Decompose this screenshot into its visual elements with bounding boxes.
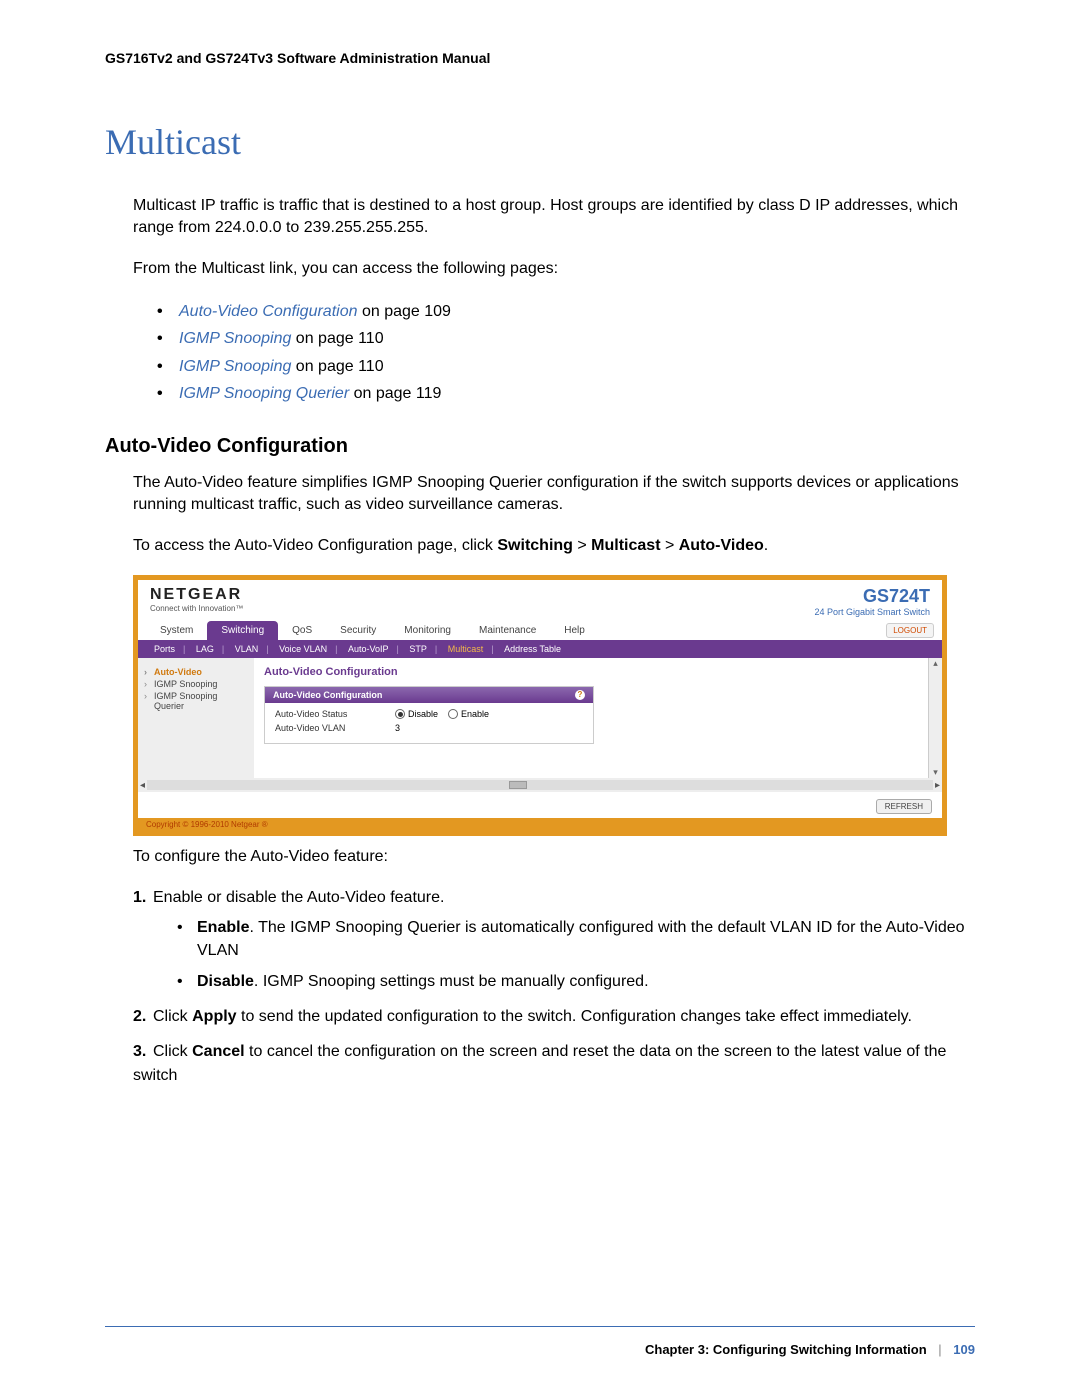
link-suffix: on page 110 [291, 330, 383, 347]
sidebar-item-igmp-snooping-querier[interactable]: IGMP Snooping Querier [144, 690, 248, 712]
section-paragraph-1: The Auto-Video feature simplifies IGMP S… [133, 472, 975, 517]
subnav-vlan[interactable]: VLAN [235, 644, 259, 654]
auto-video-vlan-value: 3 [395, 723, 400, 733]
step-1: 1.Enable or disable the Auto-Video featu… [133, 886, 975, 993]
link-item: IGMP Snooping on page 110 [157, 353, 975, 380]
auto-video-status-label: Auto-Video Status [275, 709, 395, 719]
subnav-multicast[interactable]: Multicast [448, 644, 484, 654]
link-suffix: on page 110 [291, 358, 383, 375]
link-item: IGMP Snooping on page 110 [157, 325, 975, 352]
copyright-text: Copyright © 1996-2010 Netgear ® [138, 818, 942, 831]
refresh-button[interactable]: REFRESH [876, 799, 932, 814]
tab-security[interactable]: Security [326, 621, 390, 640]
screenshot-header: NETGEAR Connect with Innovation™ GS724T … [138, 580, 942, 621]
netgear-screenshot: NETGEAR Connect with Innovation™ GS724T … [133, 575, 947, 836]
igmp-snooping-link[interactable]: IGMP Snooping [179, 330, 291, 347]
enable-radio[interactable]: Enable [448, 709, 489, 719]
step-1b: Disable. IGMP Snooping settings must be … [177, 970, 975, 993]
step-1a: Enable. The IGMP Snooping Querier is aut… [177, 916, 975, 962]
tab-monitoring[interactable]: Monitoring [390, 621, 465, 640]
link-suffix: on page 119 [349, 385, 441, 402]
main-content-title: Auto-Video Configuration [264, 666, 932, 678]
brand-tagline: Connect with Innovation™ [150, 604, 243, 613]
footer-rule [105, 1326, 975, 1327]
step-2: 2.Click Apply to send the updated config… [133, 1005, 975, 1028]
footer-separator: | [938, 1342, 941, 1357]
tab-help[interactable]: Help [550, 621, 599, 640]
sub-navigation: Ports| LAG| VLAN| Voice VLAN| Auto-VoIP|… [138, 640, 942, 658]
panel-body: Auto-Video Status Disable Enable Auto-Vi… [265, 703, 593, 743]
subnav-auto-voip[interactable]: Auto-VoIP [348, 644, 389, 654]
igmp-snooping-link[interactable]: IGMP Snooping [179, 358, 291, 375]
footer: Chapter 3: Configuring Switching Informa… [645, 1342, 975, 1357]
footer-page-number: 109 [953, 1342, 975, 1357]
sidebar-item-auto-video[interactable]: Auto-Video [144, 666, 248, 678]
subnav-address-table[interactable]: Address Table [504, 644, 561, 654]
scroll-left-icon[interactable]: ◂ [140, 780, 145, 791]
tab-maintenance[interactable]: Maintenance [465, 621, 550, 640]
subnav-voice-vlan[interactable]: Voice VLAN [279, 644, 327, 654]
brand-logo: NETGEAR [150, 586, 243, 604]
panel-title: Auto-Video Configuration [273, 690, 382, 700]
auto-video-config-link[interactable]: Auto-Video Configuration [179, 303, 358, 320]
model-number: GS724T [814, 586, 930, 607]
help-icon[interactable]: ? [575, 690, 585, 700]
main-tabs: System Switching QoS Security Monitoring… [138, 621, 942, 640]
doc-header: GS716Tv2 and GS724Tv3 Software Administr… [105, 50, 975, 66]
auto-video-vlan-label: Auto-Video VLAN [275, 723, 395, 733]
sidebar-item-igmp-snooping[interactable]: IGMP Snooping [144, 678, 248, 690]
main-heading: Multicast [105, 121, 975, 163]
vertical-scrollbar[interactable]: ▴ ▾ [928, 658, 942, 778]
igmp-snooping-querier-link[interactable]: IGMP Snooping Querier [179, 385, 349, 402]
config-panel: Auto-Video Configuration ? Auto-Video St… [264, 686, 594, 744]
subnav-ports[interactable]: Ports [154, 644, 175, 654]
page-links-list: Auto-Video Configuration on page 109 IGM… [157, 298, 975, 407]
scroll-right-icon[interactable]: ▸ [935, 780, 940, 791]
scroll-down-icon[interactable]: ▾ [929, 767, 942, 778]
intro-paragraph-2: From the Multicast link, you can access … [133, 258, 975, 280]
main-content: Auto-Video Configuration Auto-Video Conf… [254, 658, 942, 778]
config-steps: 1.Enable or disable the Auto-Video featu… [133, 886, 975, 1086]
tab-qos[interactable]: QoS [278, 621, 326, 640]
link-suffix: on page 109 [358, 303, 451, 320]
bottom-bar: REFRESH [138, 792, 942, 818]
horizontal-scrollbar[interactable]: ◂ ▸ [138, 778, 942, 792]
step-3: 3.Click Cancel to cancel the configurati… [133, 1040, 975, 1086]
link-item: IGMP Snooping Querier on page 119 [157, 380, 975, 407]
screenshot-body: Auto-Video IGMP Snooping IGMP Snooping Q… [138, 658, 942, 778]
subnav-stp[interactable]: STP [409, 644, 427, 654]
model-description: 24 Port Gigabit Smart Switch [814, 607, 930, 617]
footer-chapter: Chapter 3: Configuring Switching Informa… [645, 1342, 927, 1357]
sidebar: Auto-Video IGMP Snooping IGMP Snooping Q… [138, 658, 254, 778]
sub-heading: Auto-Video Configuration [105, 435, 975, 458]
disable-radio[interactable]: Disable [395, 709, 438, 719]
tab-switching[interactable]: Switching [207, 621, 278, 640]
config-intro: To configure the Auto-Video feature: [133, 846, 975, 868]
nav-instruction: To access the Auto-Video Configuration p… [133, 535, 975, 557]
link-item: Auto-Video Configuration on page 109 [157, 298, 975, 325]
panel-header: Auto-Video Configuration ? [265, 687, 593, 703]
subnav-lag[interactable]: LAG [196, 644, 214, 654]
scroll-grip[interactable] [509, 781, 527, 789]
logout-button[interactable]: LOGOUT [886, 623, 934, 638]
intro-paragraph-1: Multicast IP traffic is traffic that is … [133, 195, 975, 240]
scroll-up-icon[interactable]: ▴ [929, 658, 942, 669]
tab-system[interactable]: System [146, 621, 207, 640]
